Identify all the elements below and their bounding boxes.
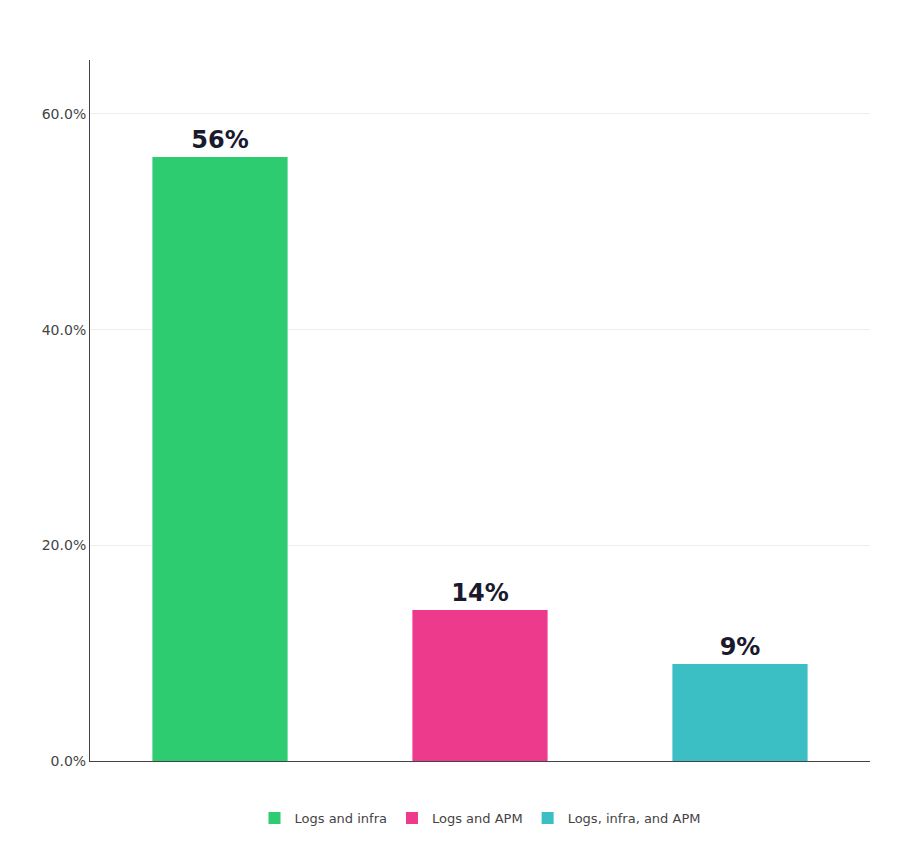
svg-text:9%: 9%	[720, 633, 761, 661]
svg-text:40.0%: 40.0%	[42, 322, 86, 338]
svg-text:Logs and APM: Logs and APM	[432, 811, 523, 826]
svg-text:56%: 56%	[191, 126, 248, 154]
svg-text:0.0%: 0.0%	[51, 753, 87, 769]
svg-text:Logs, infra, and APM: Logs, infra, and APM	[568, 811, 701, 826]
svg-text:20.0%: 20.0%	[42, 537, 86, 553]
svg-text:14%: 14%	[451, 579, 508, 607]
svg-text:60.0%: 60.0%	[42, 106, 86, 122]
svg-text:Logs and infra: Logs and infra	[295, 811, 387, 826]
